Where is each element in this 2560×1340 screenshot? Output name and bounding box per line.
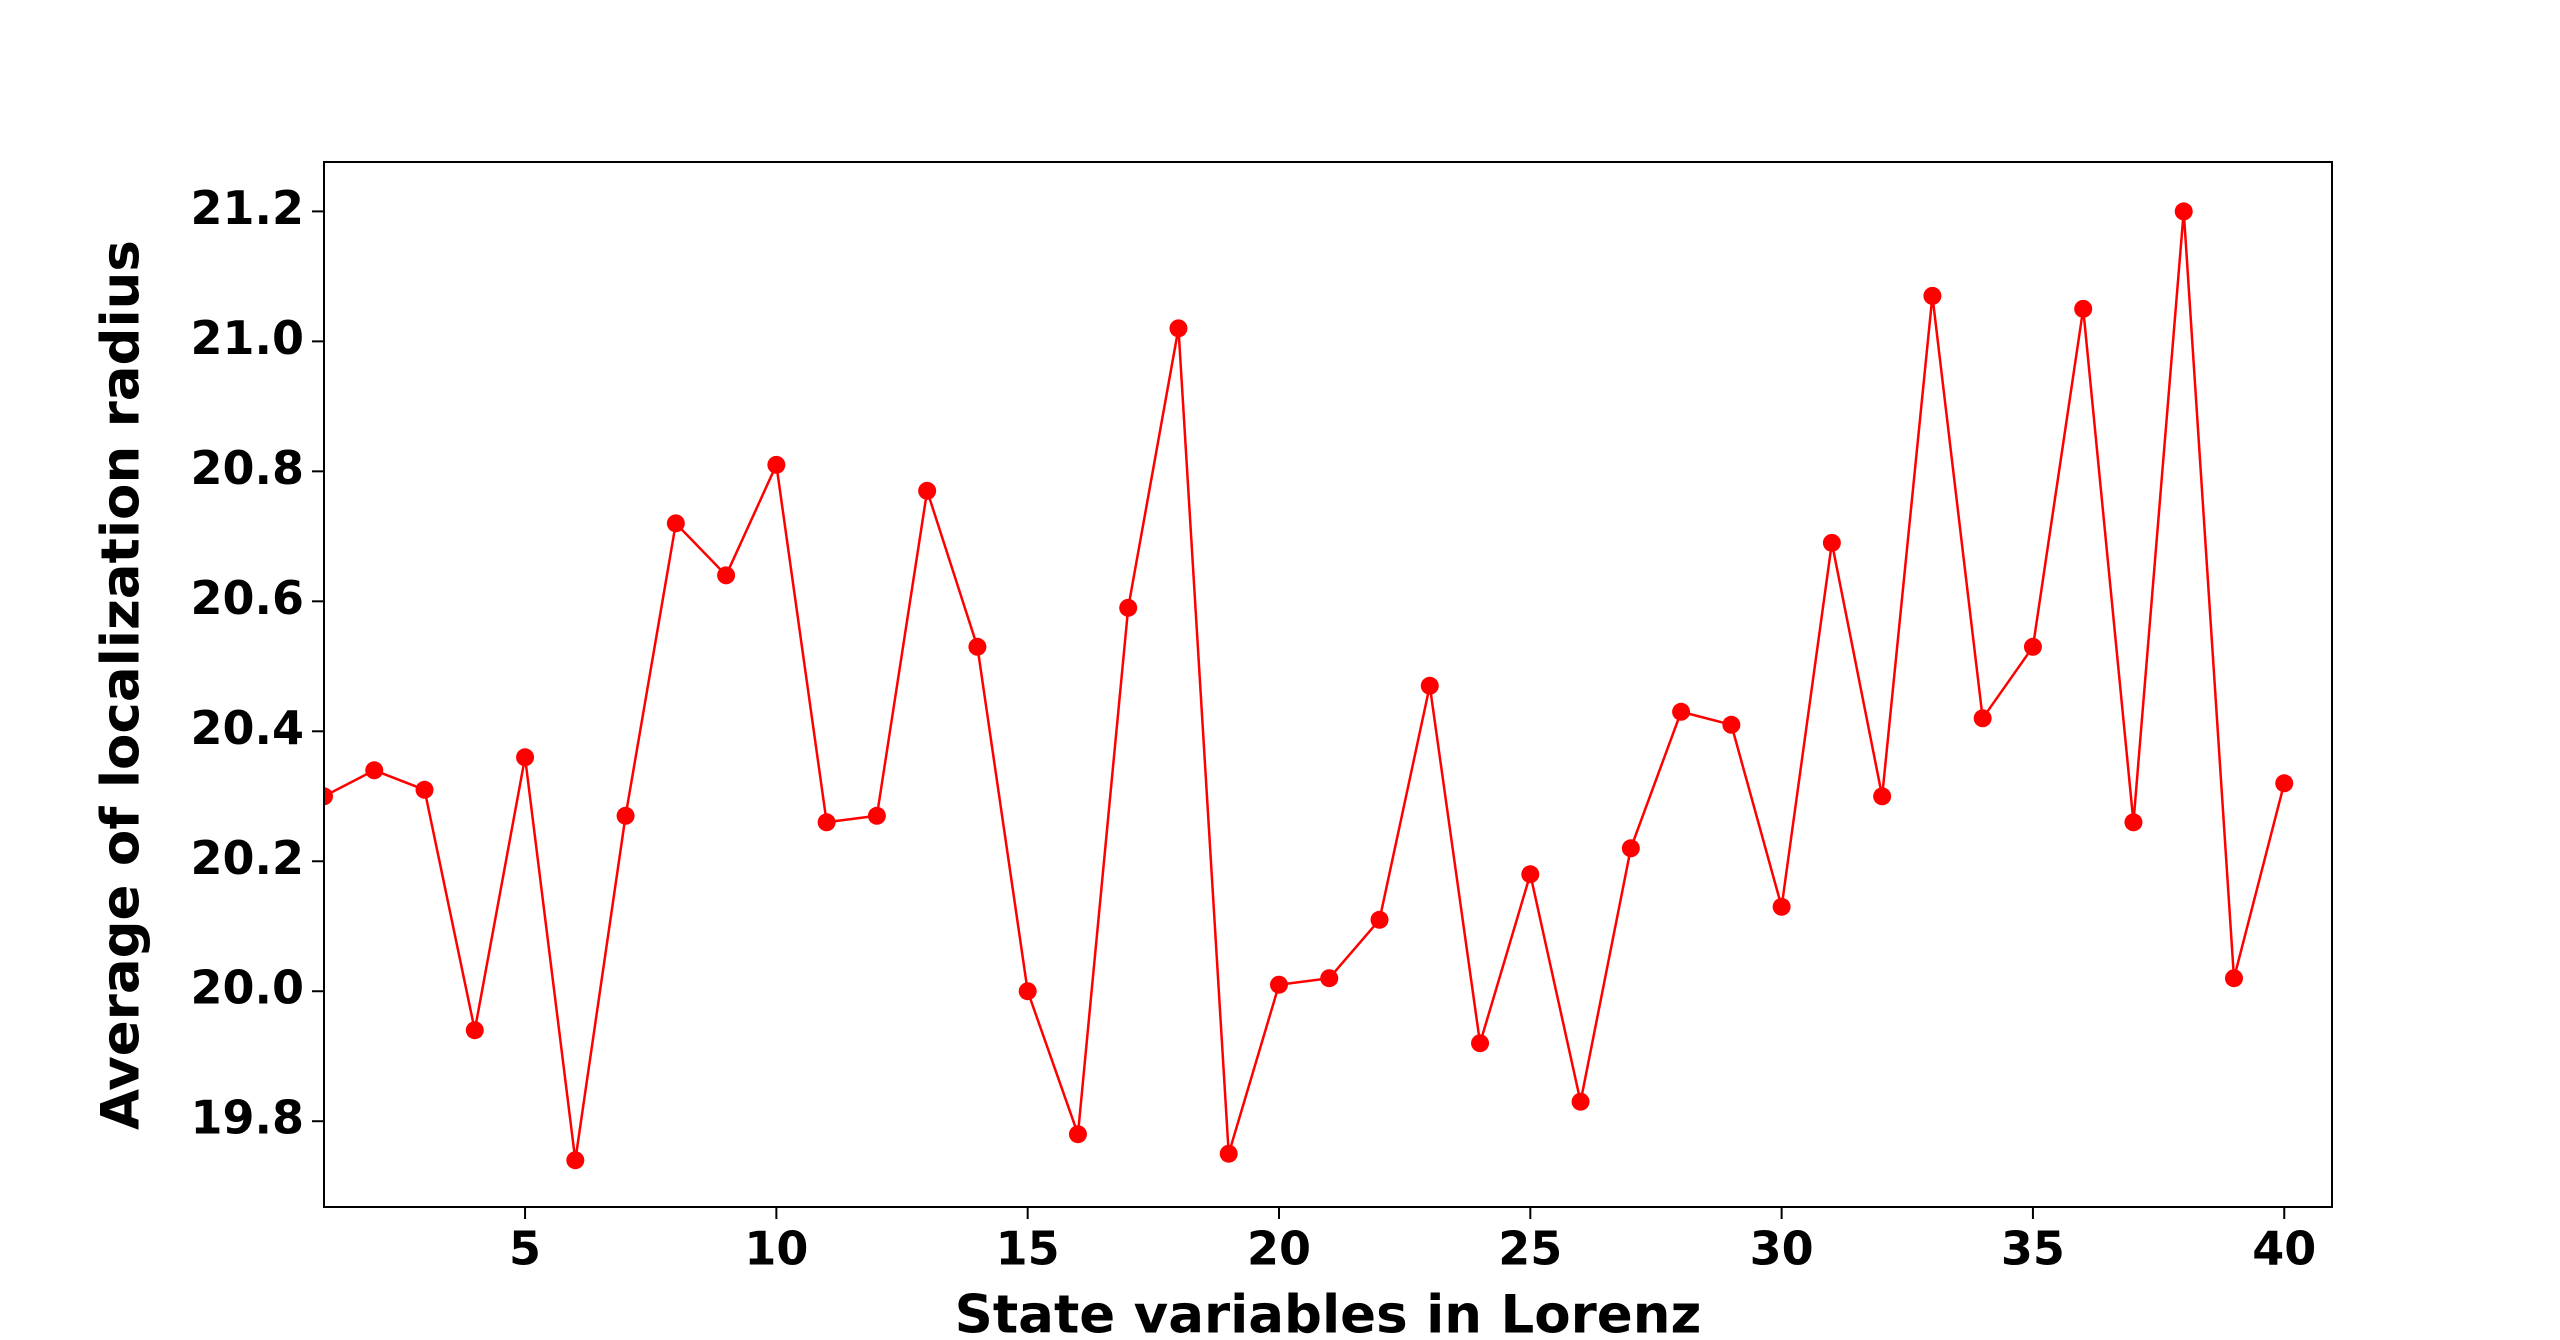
data-point	[566, 1151, 585, 1170]
data-point	[2023, 637, 2042, 656]
data-point	[1370, 910, 1389, 929]
x-tick-label: 30	[1750, 1222, 1814, 1276]
data-point	[666, 514, 685, 533]
data-point	[968, 637, 987, 656]
y-tick-label: 21.2	[191, 181, 305, 235]
data-point	[2174, 202, 2193, 221]
x-tick-label: 15	[996, 1222, 1060, 1276]
x-tick-label: 25	[1498, 1222, 1562, 1276]
data-point	[817, 813, 836, 832]
data-point	[465, 1021, 484, 1040]
data-point	[1169, 319, 1188, 338]
data-point	[1571, 1092, 1590, 1111]
data-point	[1068, 1125, 1087, 1144]
data-point	[1471, 1034, 1490, 1053]
data-point	[2224, 969, 2243, 988]
y-tick-label: 20.0	[191, 961, 305, 1015]
data-point	[2275, 774, 2294, 793]
y-axis-label: Average of localization radius	[91, 240, 152, 1130]
data-point	[1923, 286, 1942, 305]
data-point	[1722, 715, 1741, 734]
data-point	[1219, 1144, 1238, 1163]
x-tick-label: 5	[509, 1222, 541, 1276]
data-point	[918, 481, 937, 500]
data-point	[2124, 813, 2143, 832]
data-point	[1822, 533, 1841, 552]
x-tick-label: 40	[2252, 1222, 2316, 1276]
data-point	[516, 748, 535, 767]
data-point	[1621, 839, 1640, 858]
data-point	[717, 566, 736, 585]
y-tick-label: 19.8	[191, 1091, 305, 1145]
data-point	[1420, 676, 1439, 695]
data-point	[1018, 982, 1037, 1001]
y-tick-label: 20.2	[191, 831, 305, 885]
y-tick-label: 20.4	[191, 701, 305, 755]
data-point	[1521, 865, 1540, 884]
data-point	[1672, 702, 1691, 721]
data-point	[324, 787, 333, 806]
x-tick-label: 20	[1247, 1222, 1311, 1276]
plot-frame	[323, 161, 2333, 1208]
x-tick-label: 10	[744, 1222, 808, 1276]
data-point	[867, 806, 886, 825]
data-point	[616, 806, 635, 825]
data-point	[1772, 897, 1791, 916]
y-tick-label: 20.8	[191, 441, 305, 495]
x-tick-label: 35	[2001, 1222, 2065, 1276]
data-point	[2074, 299, 2093, 318]
y-tick-label: 21.0	[191, 311, 305, 365]
data-point	[1320, 969, 1339, 988]
data-point	[1269, 975, 1288, 994]
data-point	[1119, 598, 1138, 617]
data-point	[415, 780, 434, 799]
y-tick-label: 20.6	[191, 571, 305, 625]
data-line	[324, 211, 2286, 1161]
data-point	[365, 761, 384, 780]
data-point	[767, 455, 786, 474]
x-axis-label: State variables in Lorenz	[955, 1285, 1702, 1340]
data-point	[1973, 709, 1992, 728]
data-point	[1873, 787, 1892, 806]
